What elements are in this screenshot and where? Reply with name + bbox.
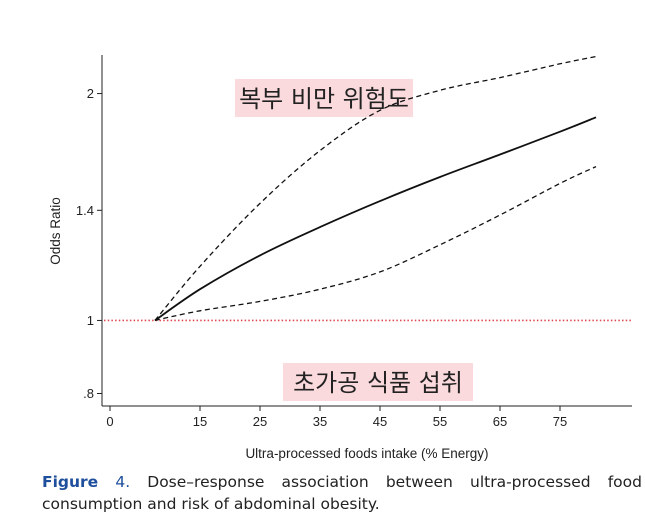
caption-text: Dose–response association between ultra-… [42, 473, 642, 513]
dose-response-chart: .8 1 1.4 2 0 15 25 35 45 55 65 75 복부 비만 위험도 초가공 식품… [48, 55, 632, 461]
annotation-top-highlight [235, 79, 413, 117]
annotation-bottom-text: 초가공 식품 섭취 [293, 369, 463, 397]
caption-figure-label: Figure [42, 473, 99, 491]
caption-figure-number: 4. [115, 473, 131, 491]
y-axis-title: Odds Ratio [48, 197, 63, 265]
x-axis-title: Ultra-processed foods intake (% Energy) [245, 446, 488, 461]
x-tick-label: 45 [373, 414, 387, 429]
y-tick-label: 1 [87, 313, 94, 328]
lower-ci-line [154, 166, 597, 322]
x-tick-label: 75 [553, 414, 567, 429]
x-tick-label: 65 [493, 414, 507, 429]
annotation-bottom-highlight [283, 363, 473, 401]
x-tick-label: 35 [313, 414, 327, 429]
upper-ci-line [154, 55, 597, 321]
figure-caption: Figure 4. Dose–response association betw… [42, 471, 642, 515]
y-tick-label: 2 [87, 86, 94, 101]
x-tick-label: 25 [253, 414, 267, 429]
x-tick-label: 55 [433, 414, 447, 429]
odds-ratio-line [154, 116, 597, 322]
x-tick-label: 15 [193, 414, 207, 429]
annotation-top-text: 복부 비만 위험도 [239, 85, 409, 113]
y-tick-label: .8 [83, 386, 94, 401]
y-tick-label: 1.4 [76, 203, 94, 218]
x-tick-label: 0 [106, 414, 113, 429]
